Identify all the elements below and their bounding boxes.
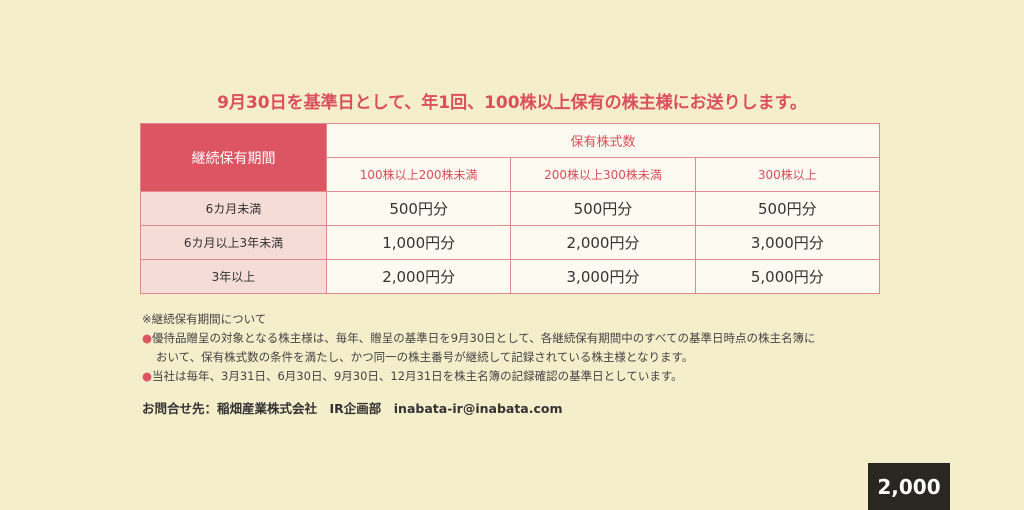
row-label: 6カ月未満 [140,191,327,226]
cell: 5,000円分 [694,259,881,294]
table-row: 3年以上 2,000円分 3,000円分 5,000円分 [140,259,881,294]
table-row: 6カ月以上3年未満 1,000円分 2,000円分 3,000円分 [140,225,881,260]
corner-header: 継続保有期間 [140,123,327,192]
bullet-icon: ● [142,369,153,383]
value-badge: 2,000 [868,463,950,510]
cell: 1,000円分 [325,225,512,260]
bullet-icon: ● [142,331,153,345]
cell: 2,000円分 [325,259,512,294]
headline: 9月30日を基準日として、年1回、100株以上保有の株主様にお送りします。 [217,93,807,113]
notes: ※継続保有期間について ●優待品贈呈の対象となる株主様は、毎年、贈呈の基準日を9… [142,310,815,386]
cell: 500円分 [694,191,881,226]
cell: 3,000円分 [694,225,881,260]
row-label: 6カ月以上3年未満 [140,225,327,260]
cell: 500円分 [325,191,512,226]
note-text: 優待品贈呈の対象となる株主様は、毎年、贈呈の基準日を9月30日として、各継続保有… [152,331,816,345]
column-header: 100株以上200株未満 [325,157,512,192]
benefit-table: 継続保有期間 保有株式数 100株以上200株未満 200株以上300株未満 3… [140,123,881,294]
group-header: 保有株式数 [326,123,880,158]
cell: 3,000円分 [510,259,696,294]
row-label: 3年以上 [140,259,327,294]
column-header: 200株以上300株未満 [510,157,696,192]
table-row: 6カ月未満 500円分 500円分 500円分 [140,191,881,226]
column-header: 300株以上 [694,157,881,192]
cell: 500円分 [510,191,696,226]
notes-title: ※継続保有期間について [142,312,267,326]
cell: 2,000円分 [510,225,696,260]
contact-info: お問合せ先：稲畑産業株式会社 IR企画部 inabata-ir@inabata.… [142,401,563,416]
note-text: 当社は毎年、3月31日、6月30日、9月30日、12月31日を株主名簿の記録確認… [152,369,683,383]
note-text: おいて、保有株式数の条件を満たし、かつ同一の株主番号が継続して記録されている株主… [156,350,694,364]
